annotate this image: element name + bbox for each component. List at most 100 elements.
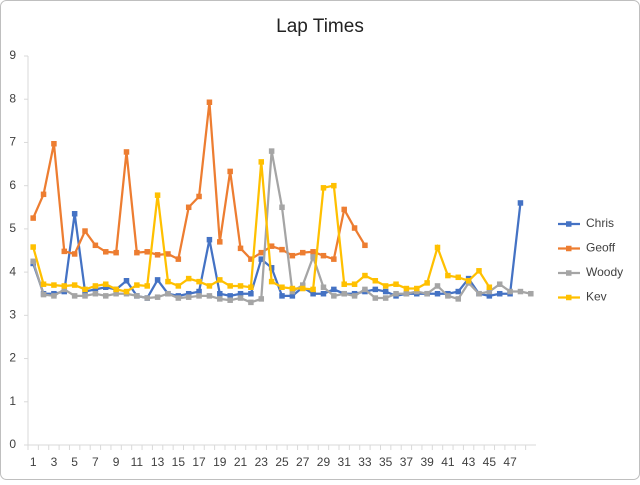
point-marker — [217, 296, 223, 302]
point-marker — [185, 294, 192, 300]
point-marker — [434, 244, 441, 251]
point-marker — [248, 284, 254, 290]
point-marker — [382, 288, 389, 295]
point-marker — [445, 293, 451, 299]
legend-label: Chris — [586, 216, 614, 230]
x-tick-label: 27 — [296, 455, 310, 469]
point-marker — [237, 283, 244, 289]
point-marker — [92, 242, 99, 249]
point-marker — [103, 284, 109, 290]
y-tick-label: 4 — [9, 264, 16, 278]
point-marker — [40, 291, 47, 298]
point-marker — [175, 283, 182, 289]
point-marker — [227, 293, 233, 299]
x-tick-label: 45 — [483, 455, 497, 469]
x-tick-label: 47 — [503, 455, 517, 469]
point-marker — [154, 252, 161, 258]
point-marker — [341, 290, 347, 297]
point-marker — [268, 243, 275, 249]
point-marker — [165, 290, 171, 297]
point-marker — [165, 251, 171, 257]
y-tick-label: 5 — [9, 221, 16, 235]
point-marker — [331, 182, 337, 189]
point-marker — [279, 204, 285, 211]
point-marker — [424, 290, 430, 297]
point-marker — [434, 283, 441, 289]
point-marker — [496, 281, 503, 287]
x-tick-label: 35 — [379, 455, 393, 469]
point-marker — [258, 256, 265, 262]
point-marker — [268, 278, 275, 285]
point-marker — [310, 290, 316, 297]
x-tick-label: 9 — [113, 455, 120, 469]
x-tick-label: 21 — [234, 455, 248, 469]
point-marker — [206, 236, 213, 243]
point-marker — [258, 159, 265, 165]
point-marker — [196, 278, 202, 285]
y-tick-label: 7 — [9, 135, 16, 149]
point-marker — [299, 285, 306, 292]
point-marker — [217, 290, 223, 297]
point-marker — [92, 290, 99, 297]
point-marker — [123, 278, 130, 284]
point-marker — [331, 256, 337, 262]
point-marker — [310, 249, 316, 255]
point-marker — [30, 244, 36, 250]
point-marker — [123, 288, 130, 295]
point-marker — [82, 293, 88, 299]
point-marker — [61, 283, 68, 289]
point-marker — [268, 148, 275, 154]
y-tick-label: 1 — [9, 394, 16, 408]
point-marker — [165, 278, 171, 285]
legend-marker — [566, 270, 572, 276]
point-marker — [227, 297, 233, 303]
point-marker — [362, 286, 368, 293]
point-marker — [455, 274, 461, 281]
point-marker — [248, 256, 254, 262]
point-marker — [71, 293, 78, 299]
y-tick-label: 0 — [9, 437, 16, 451]
point-marker — [71, 211, 78, 217]
point-marker — [507, 288, 513, 295]
point-marker — [134, 293, 140, 299]
point-marker — [40, 281, 47, 287]
point-marker — [71, 282, 78, 288]
point-marker — [517, 288, 524, 295]
point-marker — [71, 251, 78, 257]
point-marker — [320, 185, 327, 191]
point-marker — [331, 286, 337, 293]
point-marker — [82, 286, 88, 293]
point-marker — [144, 249, 150, 255]
point-marker — [476, 268, 482, 274]
point-marker — [476, 290, 482, 297]
point-marker — [258, 296, 265, 302]
point-marker — [92, 283, 99, 289]
point-marker — [310, 286, 316, 293]
point-marker — [206, 283, 213, 289]
x-tick-label: 33 — [358, 455, 372, 469]
point-marker — [528, 290, 534, 297]
point-marker — [217, 277, 223, 283]
legend-marker — [566, 294, 572, 301]
y-tick-label: 6 — [9, 178, 16, 192]
x-tick-label: 19 — [213, 455, 227, 469]
point-marker — [382, 283, 389, 289]
y-tick-label: 2 — [9, 351, 16, 365]
y-tick-label: 3 — [9, 308, 16, 322]
point-marker — [248, 290, 254, 297]
point-marker — [372, 278, 379, 284]
point-marker — [206, 99, 213, 105]
point-marker — [175, 295, 182, 301]
x-tick-label: 29 — [317, 455, 331, 469]
y-tick-label: 8 — [9, 91, 16, 105]
point-marker — [227, 283, 233, 289]
point-marker — [134, 282, 140, 288]
point-marker — [351, 225, 358, 231]
point-marker — [393, 281, 399, 287]
point-marker — [279, 246, 285, 253]
point-marker — [123, 149, 130, 155]
point-marker — [331, 293, 337, 299]
point-marker — [486, 293, 493, 299]
x-tick-label: 17 — [192, 455, 206, 469]
